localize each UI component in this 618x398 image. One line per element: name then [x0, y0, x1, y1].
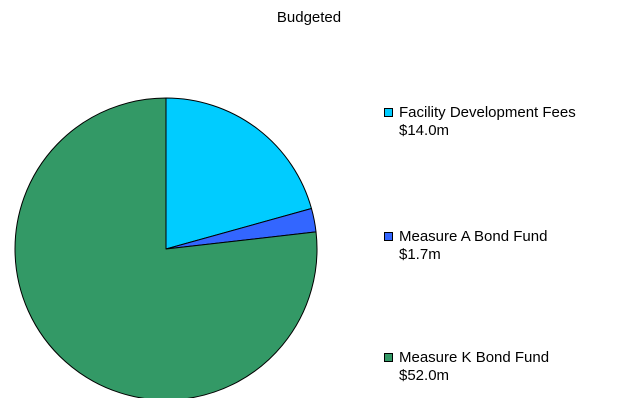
- legend-swatch: [384, 108, 393, 117]
- legend-value: $1.7m: [399, 246, 441, 263]
- legend-label: Measure K Bond Fund: [399, 349, 550, 366]
- legend-swatch: [384, 232, 393, 241]
- pie-slice-facility-development-fees: [165, 97, 312, 250]
- pie-slice-measure-k-bond-fund: [14, 97, 318, 398]
- legend-label: Facility Development Fees: [399, 104, 576, 121]
- chart-title: Budgeted: [276, 9, 342, 26]
- legend-value: $14.0m: [399, 122, 450, 139]
- legend-value: $52.0m: [399, 367, 450, 384]
- legend-label: Measure A Bond Fund: [399, 228, 548, 245]
- legend-swatch: [384, 353, 393, 362]
